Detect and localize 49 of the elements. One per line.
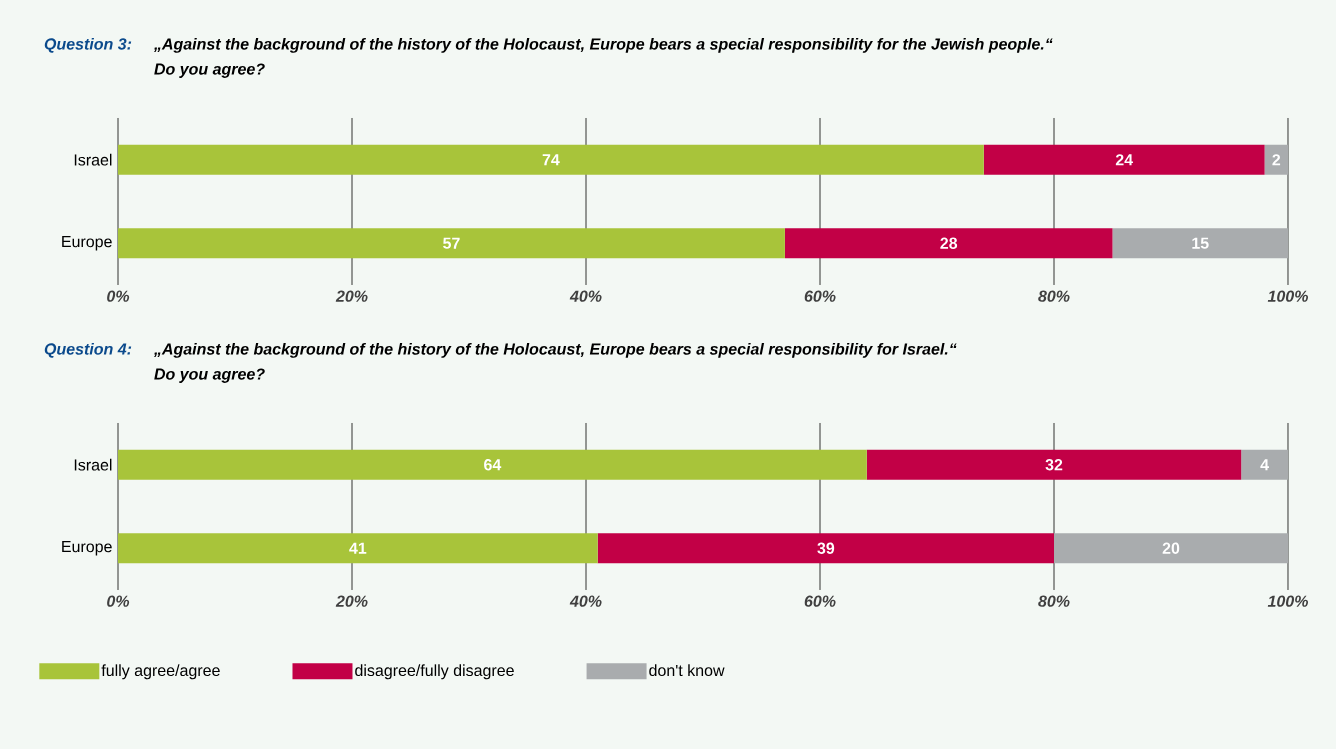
- data-label: 15: [1192, 237, 1209, 249]
- bar: [597, 533, 1054, 564]
- x-tick-label: 60%: [804, 595, 836, 607]
- data-label: 57: [443, 237, 460, 249]
- x-tick-label: 0%: [107, 290, 130, 302]
- x-tick-label: 40%: [569, 595, 602, 607]
- x-tick-label: 40%: [569, 290, 602, 302]
- bar: [784, 228, 1113, 259]
- y-tick-label: Europe: [62, 541, 112, 556]
- data-label: 41: [349, 542, 367, 554]
- chart-subtitle: „Against the background of the history of the Holocaust, Europe bears a special responsibility for Israel.“: [153, 342, 957, 358]
- bar: [866, 449, 1242, 480]
- x-tick-label: 100%: [1267, 595, 1309, 607]
- x-tick-label: 20%: [335, 595, 368, 607]
- y-tick-label: Europe: [62, 236, 112, 251]
- data-label: 39: [817, 542, 835, 554]
- text: Do you agree?: [154, 368, 265, 383]
- chart-subtitle: „Against the background of the history of the Holocaust, Europe bears a special responsibility for the Jewish people.“: [153, 37, 1053, 53]
- x-tick-label: 0%: [107, 595, 130, 607]
- bar: [1112, 228, 1288, 259]
- y-tick-label: Israel: [74, 153, 112, 166]
- bar: [1054, 533, 1288, 564]
- data-label: 24: [1115, 154, 1134, 166]
- bar: [1241, 449, 1288, 480]
- data-label: 74: [542, 154, 560, 166]
- bar: [118, 449, 867, 480]
- bar: [118, 228, 785, 259]
- data-label: 2: [1272, 154, 1281, 166]
- text: Do you agree?: [154, 63, 265, 78]
- x-tick-label: 80%: [1038, 595, 1070, 607]
- chart-title: Question 4:: [44, 342, 132, 358]
- x-tick-label: 100%: [1267, 290, 1309, 302]
- chart-title: Question 3:: [44, 37, 132, 53]
- bar: [118, 144, 984, 175]
- legend-label: fully agree/agree: [101, 664, 220, 680]
- bar: [118, 533, 598, 564]
- bar: [1264, 144, 1288, 175]
- data-label: 20: [1162, 542, 1180, 554]
- bar: [983, 144, 1265, 175]
- data-label: 64: [484, 459, 502, 471]
- data-label: 32: [1045, 459, 1063, 471]
- legend-label: disagree/fully disagree: [355, 664, 514, 680]
- legend-label: don't know: [649, 664, 725, 677]
- data-label: 28: [940, 237, 958, 249]
- y-tick-label: Israel: [74, 458, 112, 471]
- x-tick-label: 60%: [804, 290, 836, 302]
- x-tick-label: 80%: [1038, 290, 1070, 302]
- data-label: 4: [1260, 459, 1269, 471]
- x-tick-label: 20%: [335, 290, 368, 302]
